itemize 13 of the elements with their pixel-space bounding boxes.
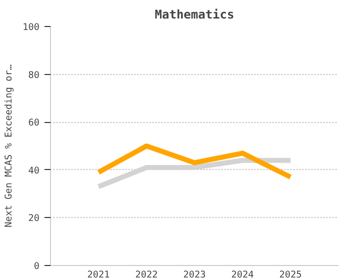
y-tick-label: 80 — [28, 70, 40, 81]
y-tick-label: 100 — [22, 22, 40, 33]
x-tick-label: 2021 — [87, 270, 110, 280]
x-tick-label: 2022 — [135, 270, 158, 280]
chart-title: Mathematics — [154, 8, 234, 22]
y-tick-label: 0 — [34, 261, 40, 272]
x-tick-label: 2024 — [231, 270, 254, 280]
x-tick-label: 2023 — [183, 270, 206, 280]
y-tick-label: 60 — [28, 118, 40, 129]
x-tick-label: 2025 — [279, 270, 302, 280]
y-tick-label: 20 — [28, 213, 40, 224]
y-tick-label: 40 — [28, 165, 40, 176]
y-axis-title: Next Gen MCAS % Exceeding or… — [4, 64, 15, 228]
